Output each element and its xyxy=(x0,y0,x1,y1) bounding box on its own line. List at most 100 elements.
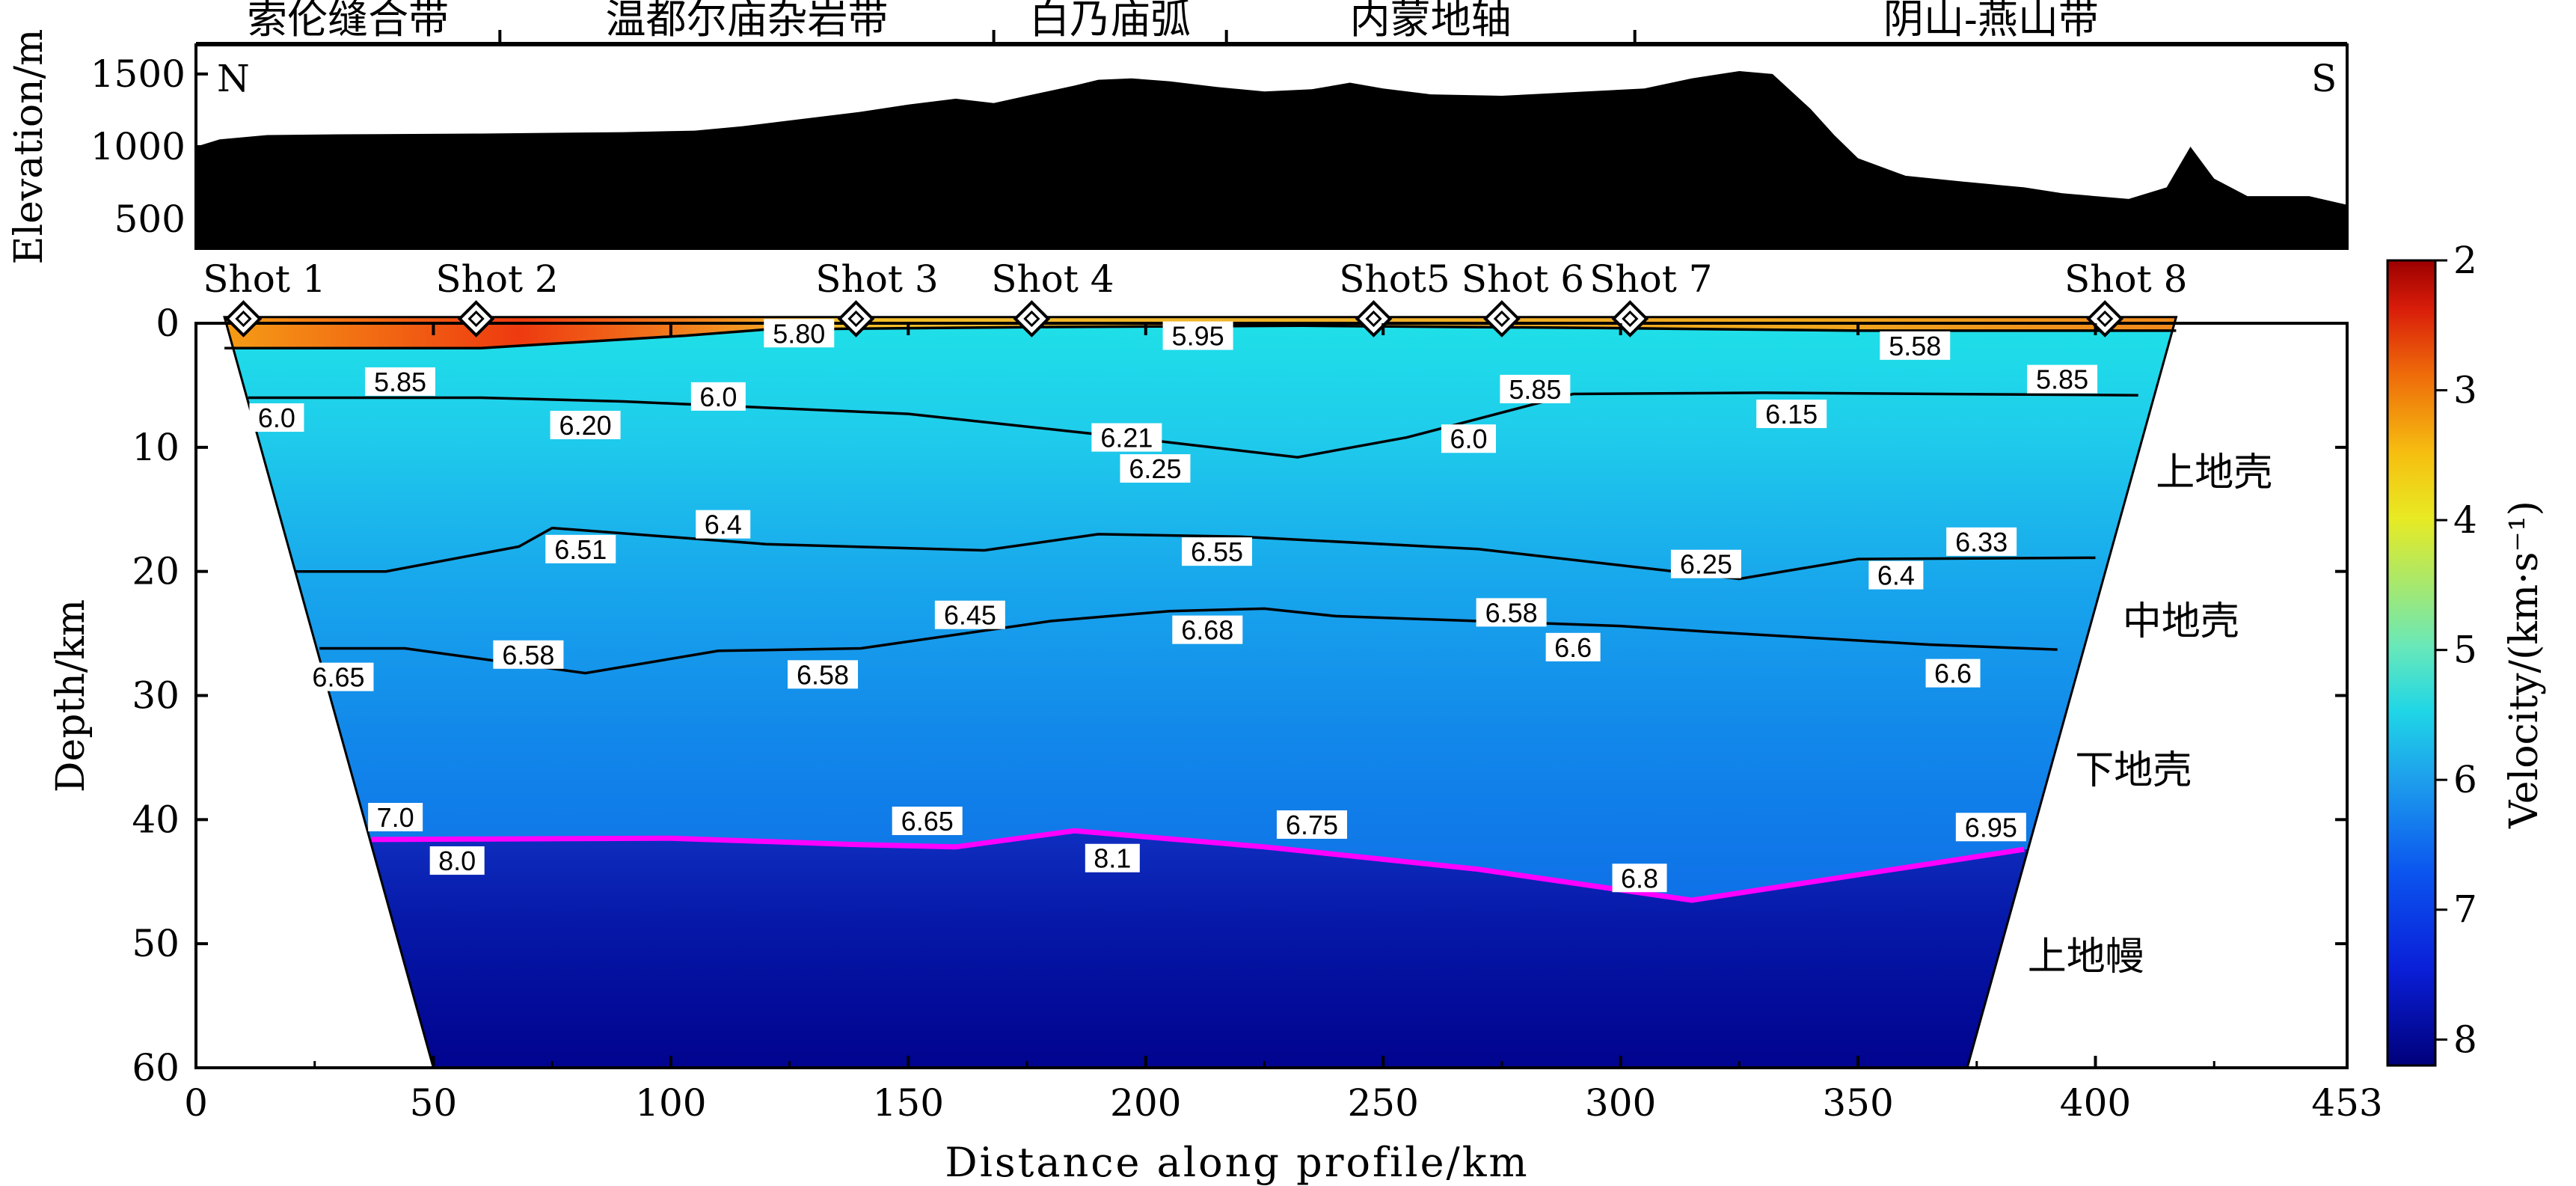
svg-text:6.25: 6.25 xyxy=(1129,453,1181,484)
colorbar-tick-label: 8 xyxy=(2453,1018,2477,1061)
velocity-label: 6.75 xyxy=(1276,810,1347,840)
velocity-label: 5.85 xyxy=(2027,364,2098,395)
interfaces xyxy=(224,324,2177,903)
velocity-label: 6.20 xyxy=(550,410,621,441)
layer-name: 上地幔 xyxy=(2028,935,2144,979)
svg-text:6.21: 6.21 xyxy=(1100,423,1153,453)
shot-point: Shot 6 xyxy=(1462,257,1584,337)
layer-name: 中地壳 xyxy=(2123,600,2239,644)
elevation-tick-label: 1500 xyxy=(91,52,185,96)
svg-text:6.0: 6.0 xyxy=(1450,424,1487,454)
velocity-label: 6.8 xyxy=(1612,863,1667,893)
svg-text:6.8: 6.8 xyxy=(1621,863,1658,893)
svg-text:6.6: 6.6 xyxy=(1934,658,1972,689)
velocity-label: 6.65 xyxy=(303,662,374,693)
svg-text:6.58: 6.58 xyxy=(1485,597,1538,628)
velocity-label: 6.58 xyxy=(788,659,859,690)
elevation-axis-ticks: 500 1000 1500 xyxy=(91,52,208,241)
velocity-label: 6.0 xyxy=(1441,424,1496,454)
velocity-label: 6.33 xyxy=(1946,527,2017,557)
depth-tick-label: 60 xyxy=(132,1046,180,1089)
distance-tick-label: 453 xyxy=(2311,1081,2382,1125)
svg-text:6.75: 6.75 xyxy=(1286,810,1338,840)
svg-text:8.0: 8.0 xyxy=(438,846,476,876)
model-fill xyxy=(224,317,2177,1068)
svg-text:6.25: 6.25 xyxy=(1680,549,1732,580)
elevation-tick-label: 500 xyxy=(114,198,185,241)
svg-text:6.65: 6.65 xyxy=(312,662,364,693)
velocity-label: 6.21 xyxy=(1091,423,1162,453)
velocity-label: 6.58 xyxy=(1476,597,1547,628)
velocity-label: 6.25 xyxy=(1670,549,1741,580)
velocity-label: 6.15 xyxy=(1756,399,1827,430)
distance-tick-label: 400 xyxy=(2060,1081,2131,1125)
shot-label: Shot 2 xyxy=(435,257,558,301)
svg-text:7.0: 7.0 xyxy=(377,802,414,833)
elevation-tick-label: 1000 xyxy=(91,125,185,168)
velocity-contour-labels: 5.80 5.95 5.585.856.06.0 5.85 5.856.20 6.216.… xyxy=(249,318,2098,893)
velocity-label: 6.65 xyxy=(892,806,963,837)
svg-text:6.6: 6.6 xyxy=(1554,632,1592,663)
distance-tick-label: 200 xyxy=(1110,1081,1181,1125)
svg-text:5.85: 5.85 xyxy=(2036,364,2088,395)
svg-text:6.33: 6.33 xyxy=(1955,527,2008,557)
mantle-fill xyxy=(224,831,2177,1068)
velocity-label: 6.4 xyxy=(1868,560,1924,591)
velocity-label: 6.58 xyxy=(493,640,564,670)
svg-text:6.20: 6.20 xyxy=(559,410,612,441)
velocity-label: 5.95 xyxy=(1162,321,1233,352)
distance-tick-label: 0 xyxy=(184,1081,208,1125)
depth-tick-label: 40 xyxy=(132,798,180,841)
velocity-label: 6.45 xyxy=(934,600,1005,631)
velocity-label: 6.68 xyxy=(1172,615,1243,646)
depth-axis-ticks: 0 10 20 30 40 50 60 xyxy=(132,302,2347,1089)
velocity-label: 5.85 xyxy=(364,367,435,397)
sediment-fill xyxy=(224,317,2177,349)
svg-text:5.80: 5.80 xyxy=(773,318,825,349)
svg-text:6.45: 6.45 xyxy=(944,600,996,631)
velocity-model-panel: 5.80 5.95 5.585.856.06.0 5.85 5.856.20 6.216.… xyxy=(49,257,2383,1186)
shot-label: Shot5 xyxy=(1339,257,1450,301)
colorbar-label: Velocity/(km·s⁻¹) xyxy=(2502,501,2547,829)
shot-label: Shot 4 xyxy=(991,257,1114,301)
svg-text:6.95: 6.95 xyxy=(1965,812,2017,843)
svg-text:6.65: 6.65 xyxy=(901,806,954,837)
depth-tick-label: 30 xyxy=(132,674,180,718)
svg-text:6.58: 6.58 xyxy=(502,640,554,670)
velocity-label: 6.0 xyxy=(249,403,304,433)
colorbar-ramp xyxy=(2386,259,2437,1067)
shot-point: Shot 3 xyxy=(815,257,939,337)
shot-points: Shot 1 Shot 2 Shot 3 Shot 4 Shot5 Shot 6 Shot … xyxy=(203,257,2187,337)
svg-text:6.58: 6.58 xyxy=(797,659,849,690)
velocity-label: 6.51 xyxy=(545,534,616,565)
svg-text:5.58: 5.58 xyxy=(1889,331,1941,361)
shot-point: Shot 8 xyxy=(2064,257,2187,337)
colorbar-tick-label: 2 xyxy=(2453,239,2477,282)
shot-point: Shot5 xyxy=(1339,257,1450,337)
shot-label: Shot 7 xyxy=(1589,257,1712,301)
velocity-label: 6.95 xyxy=(1955,812,2026,843)
colorbar-tick-label: 4 xyxy=(2453,498,2477,542)
svg-text:6.4: 6.4 xyxy=(705,510,742,540)
interface-upper-crust-interface-1 xyxy=(248,391,2138,459)
layer-name: 下地壳 xyxy=(2075,749,2192,792)
distance-tick-label: 350 xyxy=(1822,1081,1893,1125)
velocity-label: 6.25 xyxy=(1120,453,1191,484)
colorbar-tick-label: 7 xyxy=(2453,888,2477,932)
distance-axis-ticks: 0 50 100 150 200 250 300 350 400 453 xyxy=(184,323,2383,1125)
region-label: 阴山-燕山带 xyxy=(1883,0,2099,42)
svg-text:6.0: 6.0 xyxy=(258,403,295,433)
svg-text:6.15: 6.15 xyxy=(1765,399,1818,430)
velocity-label: 5.80 xyxy=(764,318,835,349)
depth-tick-label: 50 xyxy=(132,922,180,965)
velocity-label: 6.6 xyxy=(1545,632,1601,663)
velocity-label: 6.55 xyxy=(1181,537,1252,567)
velocity-label: 6.4 xyxy=(696,510,751,540)
svg-text:5.85: 5.85 xyxy=(374,367,426,397)
colorbar-tick-label: 6 xyxy=(2453,758,2477,801)
shot-point: Shot 4 xyxy=(991,257,1114,337)
velocity-label: 5.58 xyxy=(1880,331,1951,361)
velocity-colorbar: 2 3 4 5 6 7 8 Velocity/(km·s⁻¹) xyxy=(2386,239,2547,1067)
